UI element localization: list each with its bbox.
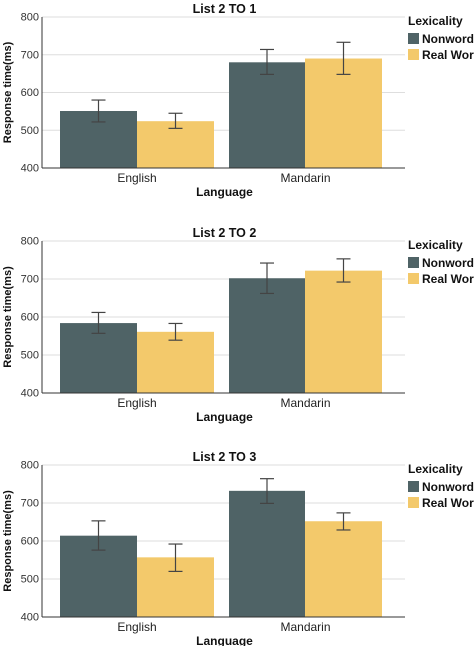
error-bar bbox=[91, 99, 106, 123]
y-tick-label: 700 bbox=[21, 498, 39, 510]
error-bar bbox=[168, 112, 183, 129]
y-tick-label: 600 bbox=[21, 87, 39, 99]
chart-panel-2: 400 500 600 700 800 English Mandarin Language Li… bbox=[2, 226, 474, 424]
error-bar bbox=[91, 311, 106, 334]
legend-label: Real Word bbox=[422, 496, 474, 510]
bar-nonword-english bbox=[60, 323, 137, 393]
y-tick-label: 400 bbox=[21, 163, 39, 175]
error-bar bbox=[260, 478, 274, 504]
error-bar bbox=[260, 262, 274, 295]
chart-panel-3: 400 500 600 700 800 English Mandarin Language Li… bbox=[2, 450, 474, 648]
legend-swatch bbox=[408, 49, 419, 60]
bar-real-word-english bbox=[137, 121, 214, 168]
legend-swatch bbox=[408, 273, 419, 284]
y-axis-title: Response time(ms) bbox=[2, 266, 14, 368]
error-bar bbox=[91, 520, 106, 551]
y-tick-label: 800 bbox=[21, 460, 39, 472]
chart-title: List 2 TO 1 bbox=[193, 2, 257, 16]
error-bar bbox=[260, 48, 274, 75]
y-tick-label: 600 bbox=[21, 536, 39, 548]
error-bar bbox=[336, 258, 351, 283]
bar-real-word-english bbox=[137, 331, 214, 393]
y-tick-label: 800 bbox=[21, 236, 39, 248]
error-bar bbox=[336, 512, 351, 531]
legend-swatch bbox=[408, 257, 419, 268]
x-tick-label: Mandarin bbox=[280, 620, 330, 634]
legend-label: Real Word bbox=[422, 48, 474, 62]
legend-label: Nonword bbox=[422, 256, 474, 270]
error-bar bbox=[336, 41, 351, 75]
y-tick-label: 700 bbox=[21, 274, 39, 286]
error-bar bbox=[168, 322, 183, 341]
y-axis-title: Response time(ms) bbox=[2, 41, 14, 143]
y-tick-label: 500 bbox=[21, 125, 39, 137]
bar-nonword-mandarin bbox=[229, 62, 305, 168]
x-axis-title: Language bbox=[196, 634, 253, 646]
bar-real-word-mandarin bbox=[305, 521, 382, 617]
y-tick-label: 400 bbox=[21, 612, 39, 624]
y-axis-title: Response time(ms) bbox=[2, 490, 14, 592]
legend-label: Nonword bbox=[422, 32, 474, 46]
legend-title: Lexicality bbox=[408, 462, 463, 476]
legend-title: Lexicality bbox=[408, 14, 463, 28]
y-tick-label: 600 bbox=[21, 312, 39, 324]
legend-label: Nonword bbox=[422, 480, 474, 494]
x-tick-label: Mandarin bbox=[280, 171, 330, 185]
y-tick-label: 500 bbox=[21, 574, 39, 586]
x-tick-label: English bbox=[117, 620, 156, 634]
y-tick-label: 500 bbox=[21, 350, 39, 362]
y-tick-label: 800 bbox=[21, 12, 39, 24]
legend-swatch bbox=[408, 481, 419, 492]
chart-title: List 2 TO 2 bbox=[193, 226, 257, 240]
x-axis-title: Language bbox=[196, 410, 253, 424]
x-tick-label: English bbox=[117, 396, 156, 410]
x-tick-label: Mandarin bbox=[280, 396, 330, 410]
x-tick-label: English bbox=[117, 171, 156, 185]
legend-swatch bbox=[408, 33, 419, 44]
legend-swatch bbox=[408, 497, 419, 508]
chart-title: List 2 TO 3 bbox=[193, 450, 257, 464]
y-tick-label: 400 bbox=[21, 388, 39, 400]
x-axis-title: Language bbox=[196, 185, 253, 199]
error-bar bbox=[168, 543, 183, 573]
y-tick-label: 700 bbox=[21, 49, 39, 61]
bar-nonword-mandarin bbox=[229, 490, 305, 617]
legend-title: Lexicality bbox=[408, 238, 463, 252]
bar-real-word-mandarin bbox=[305, 58, 382, 168]
bar-nonword-mandarin bbox=[229, 278, 305, 393]
chart-panel-1: 400 500 600 700 800 English Mandarin Language Li… bbox=[2, 2, 474, 199]
legend-label: Real Word bbox=[422, 272, 474, 286]
bar-real-word-mandarin bbox=[305, 270, 382, 393]
